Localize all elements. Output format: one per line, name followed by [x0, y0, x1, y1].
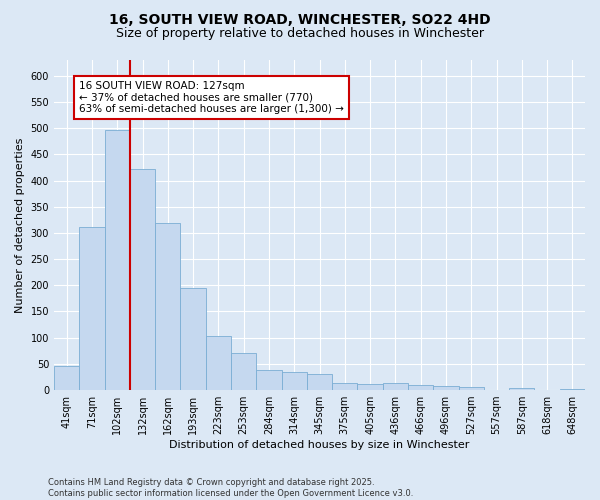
Bar	[206, 336, 231, 390]
X-axis label: Distribution of detached houses by size in Winchester: Distribution of detached houses by size …	[169, 440, 470, 450]
Text: 16 SOUTH VIEW ROAD: 127sqm
← 37% of detached houses are smaller (770)
63% of sem: 16 SOUTH VIEW ROAD: 127sqm ← 37% of deta…	[79, 81, 344, 114]
Bar	[155, 223, 181, 390]
Bar	[281, 372, 307, 390]
Bar	[509, 388, 535, 390]
Bar	[307, 374, 332, 390]
Text: Size of property relative to detached houses in Winchester: Size of property relative to detached ho…	[116, 28, 484, 40]
Text: Contains HM Land Registry data © Crown copyright and database right 2025.
Contai: Contains HM Land Registry data © Crown c…	[48, 478, 413, 498]
Bar	[358, 384, 383, 390]
Text: 16, SOUTH VIEW ROAD, WINCHESTER, SO22 4HD: 16, SOUTH VIEW ROAD, WINCHESTER, SO22 4H…	[109, 12, 491, 26]
Bar	[79, 226, 104, 390]
Bar	[408, 385, 433, 390]
Bar	[256, 370, 281, 390]
Bar	[433, 386, 458, 390]
Y-axis label: Number of detached properties: Number of detached properties	[15, 138, 25, 312]
Bar	[104, 130, 130, 390]
Bar	[332, 384, 358, 390]
Bar	[130, 169, 155, 390]
Bar	[181, 288, 206, 390]
Bar	[383, 382, 408, 390]
Bar	[54, 366, 79, 390]
Bar	[231, 354, 256, 390]
Bar	[560, 388, 585, 390]
Bar	[458, 388, 484, 390]
